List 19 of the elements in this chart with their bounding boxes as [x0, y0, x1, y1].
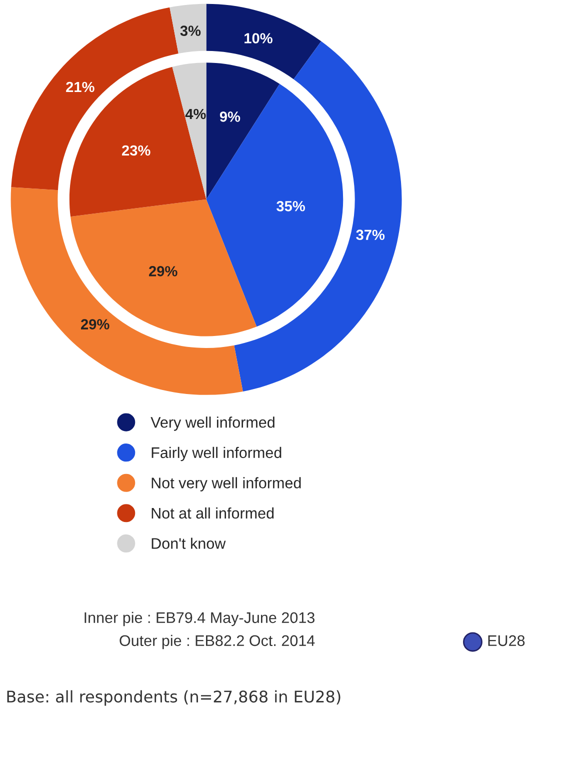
text: Inner pie : EB79.4 May-June 2013	[84, 612, 314, 626]
legend-label: Fairly well informed	[152, 446, 282, 462]
legend-label: Don't know	[152, 538, 226, 549]
data-label: 35%	[276, 200, 305, 212]
legend-label: Not very well informed	[152, 477, 301, 492]
legend-label: Not at all informed	[152, 507, 274, 519]
legend-label: Very well informed	[150, 416, 274, 431]
data-label: 21%	[66, 82, 94, 92]
text: Base: all respondents (n=27,868 in EU28)	[7, 690, 340, 706]
data-label: 3%	[180, 26, 201, 36]
data-label: 9%	[220, 112, 240, 122]
data-label: 23%	[122, 145, 150, 156]
data-label: 10%	[244, 33, 272, 44]
data-label: 37%	[356, 230, 385, 240]
data-label: 29%	[149, 266, 178, 276]
data-label: 4%	[185, 108, 206, 120]
text: EU28	[488, 635, 525, 646]
text: Outer pie : EB82.2 Oct. 2014	[120, 634, 315, 650]
data-label: 29%	[81, 319, 110, 330]
